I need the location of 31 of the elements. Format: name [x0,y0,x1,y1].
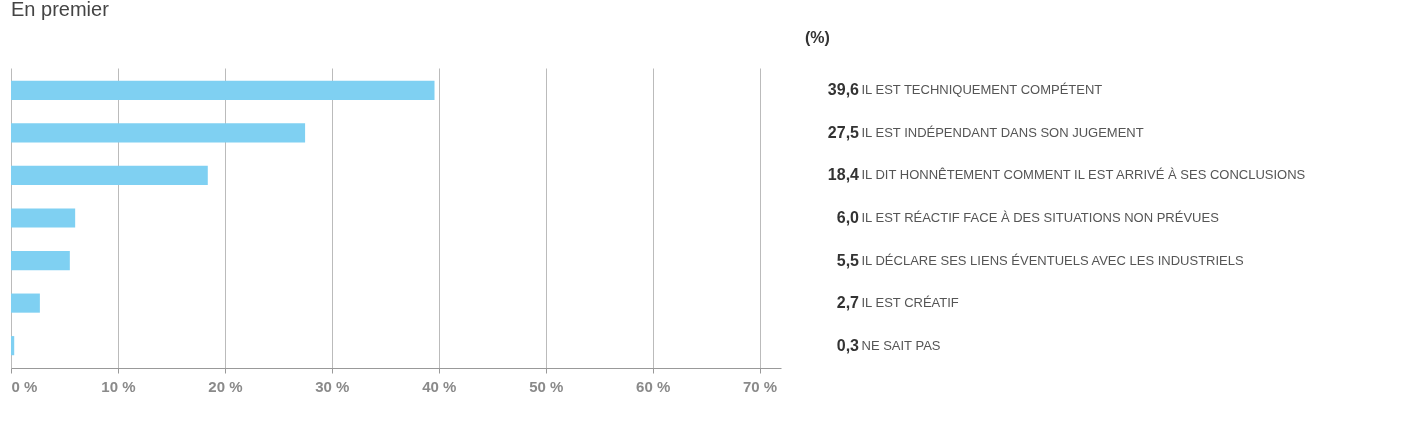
x-tick-label: 40 % [422,377,457,395]
data-label: 6,0 [836,209,860,226]
data-label: 5,5 [836,251,860,269]
text: (%) [805,29,830,46]
y-tick-label: IL DIT HONNÊTEMENT COMMENT IL EST ARRIVÉ À SES CONCLUSIONS [861,167,1306,183]
data-label: 2,7 [836,294,860,312]
data-label: 39,6 [827,81,860,99]
y-tick-label: IL DÉCLARE SES LIENS ÉVENTUELS AVEC LES INDUSTRIELS [861,252,1245,268]
x-tick-label: 60 % [636,377,671,395]
bar [11,250,70,271]
bar [11,80,435,100]
x-tick-label: 50 % [529,377,564,395]
y-tick-label: IL EST CRÉATIF [861,295,959,311]
x-tick-label: 70 % [743,377,778,395]
y-tick-label: IL EST INDÉPENDANT DANS SON JUGEMENT [861,124,1144,140]
x-tick-label: 30 % [315,377,350,395]
data-label: 27,5 [827,123,860,141]
bar [11,293,40,313]
data-label: 0,3 [836,336,860,354]
bar [11,336,15,356]
data-label: 18,4 [827,166,860,184]
bar [11,165,208,186]
x-tick-label: 20 % [208,377,243,395]
x-tick-label: 0 % [11,377,38,395]
y-tick-label: IL EST TECHNIQUEMENT COMPÉTENT [861,82,1103,98]
chart-title: En premier [11,0,110,20]
bar [11,208,76,228]
y-tick-label: NE SAIT PAS [861,337,941,353]
x-tick-label: 10 % [101,377,136,395]
y-tick-label: IL EST RÉACTIF FACE À DES SITUATIONS NON PRÉVUES [861,210,1220,225]
bar [11,123,306,143]
